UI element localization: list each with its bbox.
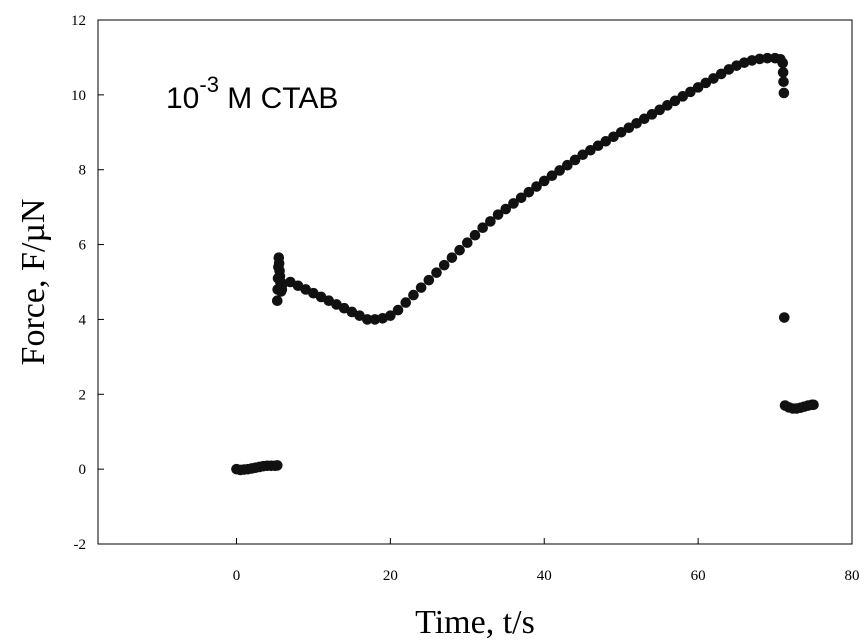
annotation-suffix: M CTAB [219,82,338,115]
data-point [273,257,285,269]
plot-area-frame [97,19,853,545]
data-point [446,252,458,263]
data-point [585,144,596,156]
y-tick-label: 0 [79,462,87,478]
y-tick-label: 10 [71,88,86,104]
data-point [592,140,604,152]
axis-tick-labels: 0 20 40 60 80 -2 0 2 4 6 8 10 12 [71,13,860,584]
data-point [361,314,373,325]
data-point [715,68,727,80]
annotation-base: 10 [166,82,199,115]
data-point [762,52,773,64]
data-point [538,175,550,187]
y-tick-label: 2 [79,387,87,403]
data-point [562,159,573,171]
data-point [577,149,589,161]
data-point [700,77,712,89]
data-point [554,165,565,176]
annotation-label: 10-3 M CTAB [166,72,338,115]
x-axis-title: Time, t/s [415,604,535,641]
data-point [454,244,465,256]
data-point [531,181,542,192]
data-point [692,82,704,93]
data-point [271,295,283,307]
data-point [492,209,504,220]
data-point [646,109,658,120]
data-point [485,216,496,227]
data-point [569,154,581,166]
y-tick-label: 8 [79,163,87,179]
data-point [523,186,535,198]
data-point [438,259,450,271]
data-point [415,282,427,293]
data-point [400,297,412,308]
data-point [431,267,442,278]
y-tick-label: -2 [74,537,87,553]
data-point [778,87,790,99]
data-points [231,52,819,476]
data-point [608,131,619,143]
data-point [515,192,527,204]
data-point [623,122,635,134]
annotation-exponent: -3 [199,72,219,97]
axis-ticks [98,19,853,545]
data-point [662,100,673,111]
data-point [677,91,689,102]
data-point [638,113,650,125]
data-point [808,399,819,411]
data-point [654,104,665,116]
data-point [615,126,627,138]
x-tick-label: 20 [383,568,398,584]
data-point [500,203,512,215]
data-point [631,118,642,129]
x-tick-label: 60 [691,568,706,584]
y-axis-title: Force, F/µN [15,199,52,366]
data-point [600,135,612,147]
data-point [469,229,481,241]
data-point [777,67,789,78]
data-point [423,274,435,286]
data-point [778,312,790,323]
x-tick-label: 40 [537,568,552,584]
data-point [669,95,681,107]
data-point [385,310,396,321]
x-tick-label: 0 [233,568,241,584]
data-point [546,170,558,182]
y-tick-label: 4 [79,312,87,328]
data-point [777,57,789,69]
data-point [462,237,473,248]
data-point [685,86,696,98]
y-tick-label: 6 [79,238,87,254]
y-tick-label: 12 [71,13,86,29]
data-point [477,222,488,234]
x-tick-label: 80 [845,568,860,584]
data-point [271,460,283,471]
data-point [754,53,765,65]
data-point [408,289,419,301]
data-point [508,198,519,209]
data-point [778,76,789,88]
data-point [392,304,404,316]
data-point [708,73,719,84]
